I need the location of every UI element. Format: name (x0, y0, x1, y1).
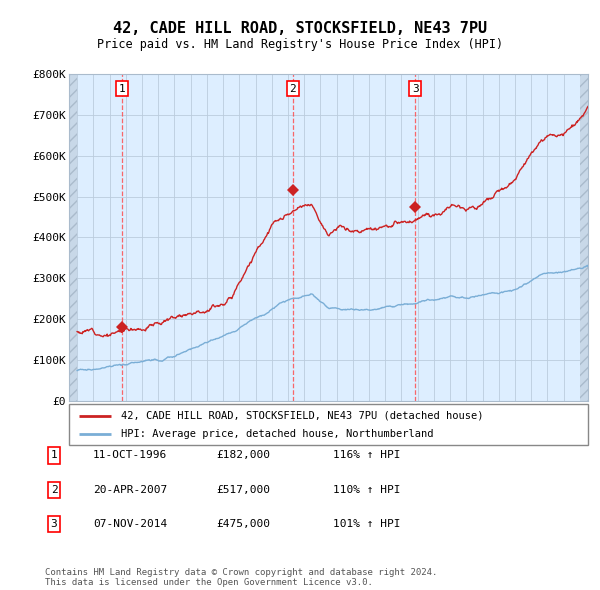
Text: 1: 1 (50, 451, 58, 460)
Text: £517,000: £517,000 (216, 485, 270, 494)
Text: Contains HM Land Registry data © Crown copyright and database right 2024.
This d: Contains HM Land Registry data © Crown c… (45, 568, 437, 587)
Text: 2: 2 (289, 84, 296, 94)
Text: £475,000: £475,000 (216, 519, 270, 529)
Text: 110% ↑ HPI: 110% ↑ HPI (333, 485, 401, 494)
Bar (580, 74, 588, 401)
Text: 20-APR-2007: 20-APR-2007 (93, 485, 167, 494)
Text: £182,000: £182,000 (216, 451, 270, 460)
Text: Price paid vs. HM Land Registry's House Price Index (HPI): Price paid vs. HM Land Registry's House … (97, 38, 503, 51)
Bar (69, 74, 77, 401)
Text: 1: 1 (119, 84, 125, 94)
Text: 3: 3 (50, 519, 58, 529)
Text: 101% ↑ HPI: 101% ↑ HPI (333, 519, 401, 529)
Text: 42, CADE HILL ROAD, STOCKSFIELD, NE43 7PU (detached house): 42, CADE HILL ROAD, STOCKSFIELD, NE43 7P… (121, 411, 484, 421)
Text: 42, CADE HILL ROAD, STOCKSFIELD, NE43 7PU: 42, CADE HILL ROAD, STOCKSFIELD, NE43 7P… (113, 21, 487, 35)
Text: 07-NOV-2014: 07-NOV-2014 (93, 519, 167, 529)
Text: HPI: Average price, detached house, Northumberland: HPI: Average price, detached house, Nort… (121, 429, 433, 439)
Text: 3: 3 (412, 84, 419, 94)
Text: 116% ↑ HPI: 116% ↑ HPI (333, 451, 401, 460)
Text: 2: 2 (50, 485, 58, 494)
Text: 11-OCT-1996: 11-OCT-1996 (93, 451, 167, 460)
